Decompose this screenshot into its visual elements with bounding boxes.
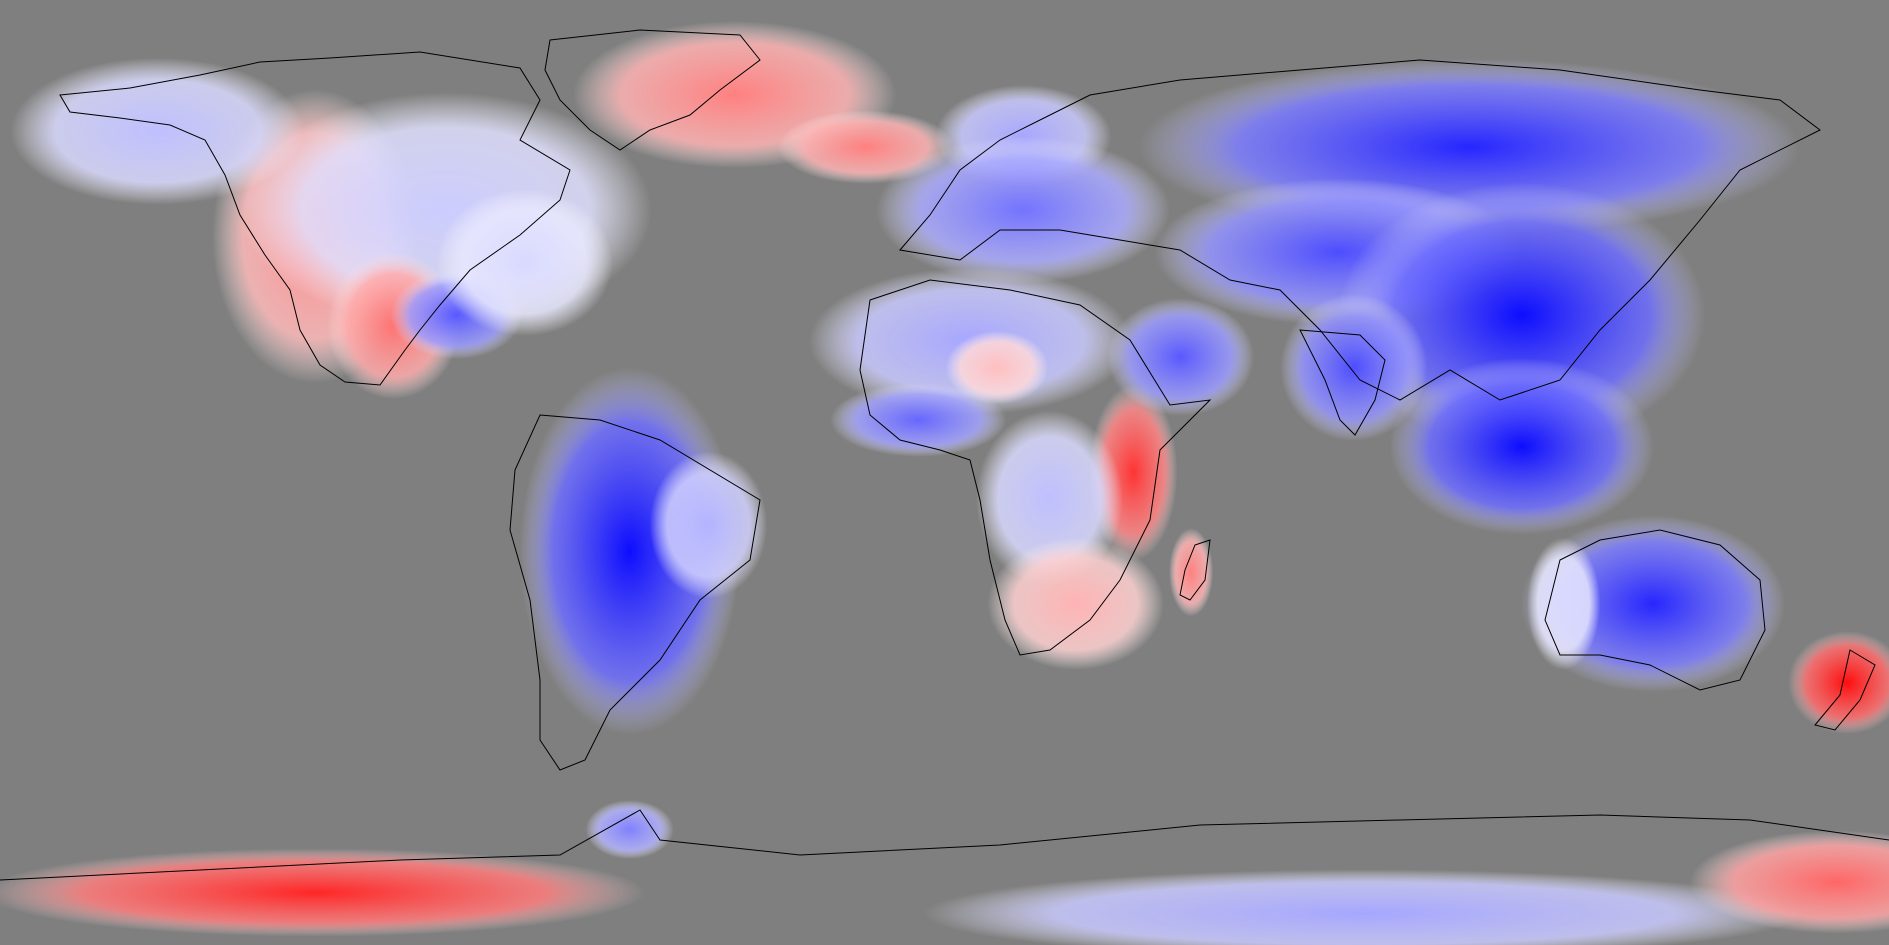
coastline-africa [859,279,1212,656]
coastline-new-zealand [1814,649,1876,731]
anomaly-region-antarctic-peninsula [585,800,674,859]
anomaly-region-antarctica-west [0,848,646,937]
anomaly-region-antarctica-east [923,869,1805,945]
coastline-south-america [509,414,761,771]
coastline-layer [0,29,1889,881]
anomaly-layer [0,21,1889,945]
anomaly-region-southeast-asia [1389,358,1654,535]
anomaly-region-india [1280,294,1428,441]
anomaly-region-brazil-east [649,451,768,599]
anomaly-region-west-africa [830,383,1007,457]
coastline-australia [1544,529,1766,691]
coastline-eurasia [899,59,1821,401]
coastline-greenland [544,29,761,151]
anomaly-region-eastern-usa [436,189,613,336]
coastline-antarctica [0,809,1889,881]
anomaly-region-europe [876,136,1171,284]
anomaly-region-sahara-center [945,330,1049,405]
anomaly-region-arabia [1107,298,1255,416]
coastline-madagascar [1179,539,1211,601]
anomaly-region-new-zealand [1788,631,1889,734]
anomaly-region-southern-africa [987,537,1164,670]
anomaly-region-east-asia [1338,182,1706,448]
coastline-north-america [59,51,571,386]
anomaly-region-australia-west [1526,537,1601,670]
coastline-india [1299,329,1386,436]
anomaly-region-antarctica-pacific [1689,830,1889,934]
anomaly-region-alaska [10,57,305,205]
